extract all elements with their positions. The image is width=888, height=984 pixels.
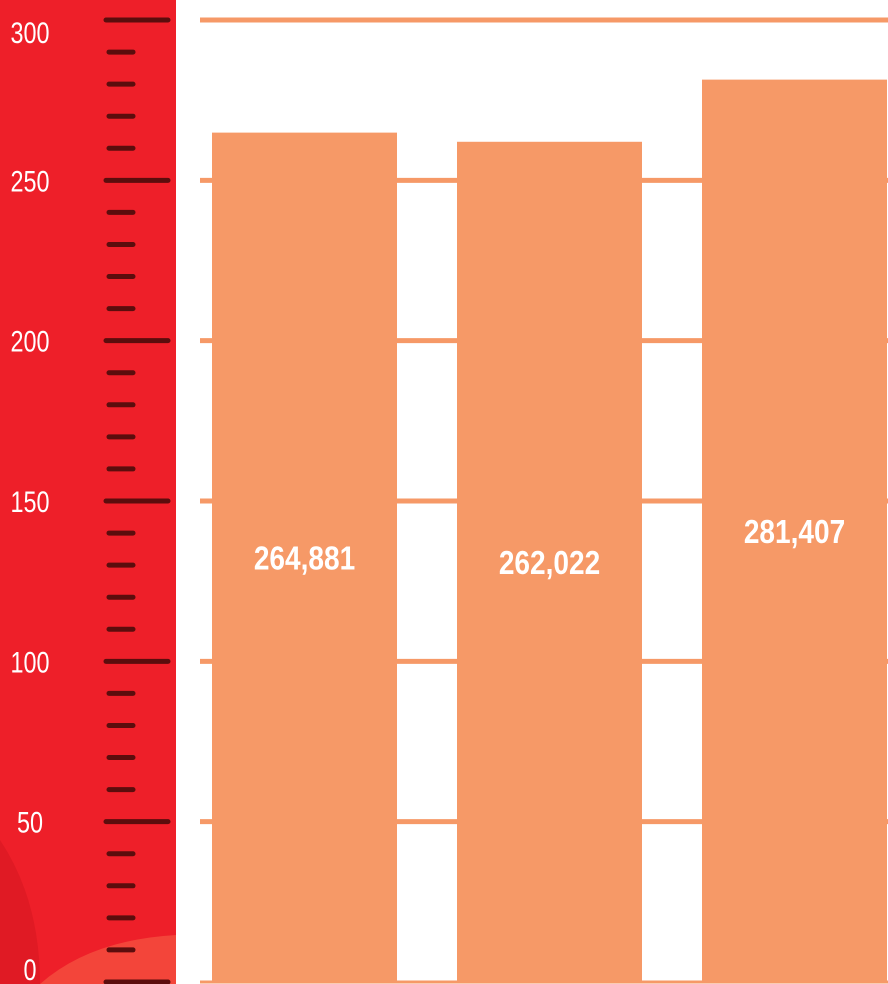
y-tick-label: 200 — [10, 325, 49, 358]
bars — [212, 79, 887, 983]
ruler-highlight-blob — [40, 935, 176, 984]
y-tick-label: 100 — [10, 646, 49, 679]
y-tick-label: 300 — [10, 16, 49, 49]
bar-value-labels: 264,881 262,022 281,407 — [254, 514, 845, 582]
bar — [702, 79, 887, 982]
bar-value-label: 281,407 — [744, 514, 845, 551]
bar-value-label: 264,881 — [254, 540, 355, 577]
y-tick-label: 0 — [23, 953, 36, 984]
y-tick-label: 50 — [17, 806, 43, 839]
y-tick-label: 250 — [10, 165, 49, 198]
bar — [457, 141, 642, 983]
ruler-axis: 0 50 100 150 200 250 300 — [0, 0, 176, 984]
bar-value-label: 262,022 — [499, 545, 600, 582]
y-tick-label: 150 — [10, 485, 49, 518]
ruler-shadow-blob — [0, 840, 40, 984]
bar — [212, 132, 397, 982]
